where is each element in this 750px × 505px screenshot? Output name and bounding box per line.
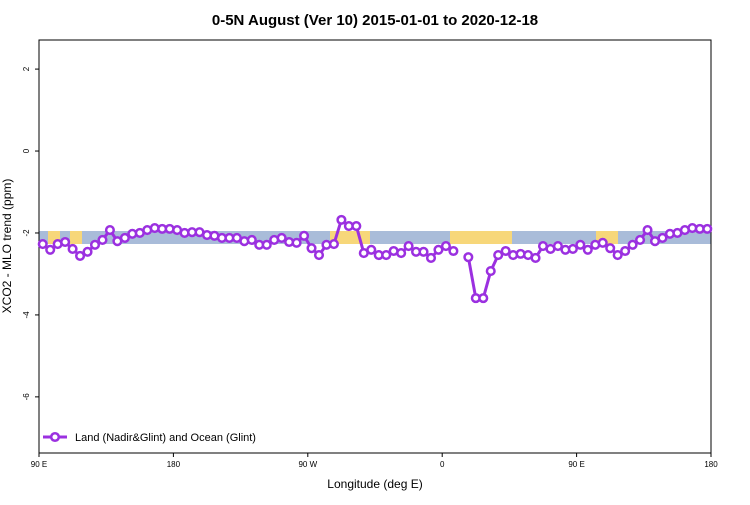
data-point <box>485 266 496 277</box>
data-point <box>620 245 631 257</box>
y-tick-label: -6 <box>22 393 31 401</box>
legend-marker <box>49 431 61 443</box>
data-point <box>104 225 115 236</box>
data-point <box>276 232 287 243</box>
data-point <box>396 248 407 259</box>
data-point <box>702 223 713 234</box>
data-point <box>493 250 504 261</box>
data-point <box>261 239 272 250</box>
x-tick-label: 180 <box>704 460 718 469</box>
chart-title: 0-5N August (Ver 10) 2015-01-01 to 2020-… <box>212 12 538 29</box>
data-point <box>627 239 638 250</box>
data-point <box>448 245 459 257</box>
data-point <box>313 250 325 261</box>
x-tick-label: 90 E <box>568 460 584 469</box>
x-tick-label: 0 <box>440 460 445 469</box>
y-axis-label: XCO2 - MLO trend (ppm) <box>0 179 14 314</box>
data-point <box>119 232 130 243</box>
data-point <box>657 232 668 243</box>
data-point <box>582 244 593 255</box>
x-axis-label: Longitude (deg E) <box>327 477 422 491</box>
data-point <box>45 244 56 255</box>
data-point <box>75 250 86 261</box>
data-point <box>60 236 71 248</box>
data-point <box>635 234 646 245</box>
data-point <box>552 241 563 252</box>
data-point <box>530 252 541 264</box>
data-point <box>336 214 347 225</box>
legend-label: Land (Nadir&Glint) and Ocean (Glint) <box>75 432 256 444</box>
data-point <box>306 243 317 254</box>
x-tick-label: 90 W <box>298 460 317 469</box>
data-point <box>403 241 414 252</box>
data-point <box>642 225 653 236</box>
data-point <box>366 244 377 255</box>
data-point <box>82 246 93 257</box>
data-point <box>291 237 302 248</box>
y-tick-label: 0 <box>22 148 31 153</box>
data-point <box>597 237 608 248</box>
data-point <box>440 241 451 252</box>
data-point <box>463 252 474 263</box>
data-point <box>351 220 362 232</box>
data-point <box>500 245 511 257</box>
data-point <box>425 252 437 264</box>
data-point <box>381 250 392 261</box>
data-point <box>433 244 444 255</box>
data-point <box>67 243 78 255</box>
data-point <box>37 238 48 250</box>
data-point <box>575 239 586 250</box>
data-point <box>612 250 623 261</box>
data-point <box>418 246 429 257</box>
data-point <box>246 234 257 245</box>
y-tick-label: -4 <box>22 311 31 319</box>
data-point <box>478 293 489 304</box>
data-point <box>299 230 310 241</box>
x-tick-label: 90 E <box>31 460 47 469</box>
data-point <box>605 243 616 254</box>
data-point <box>567 243 578 255</box>
data-point <box>328 238 339 250</box>
data-point <box>97 234 108 245</box>
y-tick-label: -2 <box>22 229 31 237</box>
x-tick-label: 180 <box>167 460 181 469</box>
y-tick-label: 2 <box>22 66 31 71</box>
data-point <box>89 239 101 250</box>
